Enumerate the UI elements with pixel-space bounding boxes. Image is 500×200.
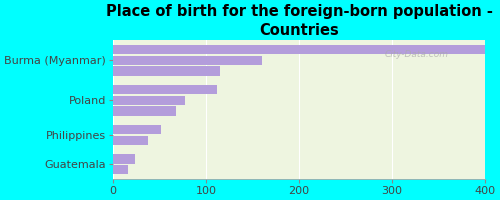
Bar xyxy=(113,154,135,164)
Title: Place of birth for the foreign-born population -
Countries: Place of birth for the foreign-born popu… xyxy=(106,4,492,38)
Bar xyxy=(113,45,486,54)
Bar xyxy=(113,66,220,76)
Bar xyxy=(113,136,148,145)
Bar xyxy=(113,96,186,105)
Text: City-Data.com: City-Data.com xyxy=(384,50,448,59)
Bar xyxy=(113,85,217,94)
Bar xyxy=(113,165,128,174)
Bar xyxy=(113,106,176,116)
Bar xyxy=(113,125,162,134)
Bar xyxy=(113,56,262,65)
